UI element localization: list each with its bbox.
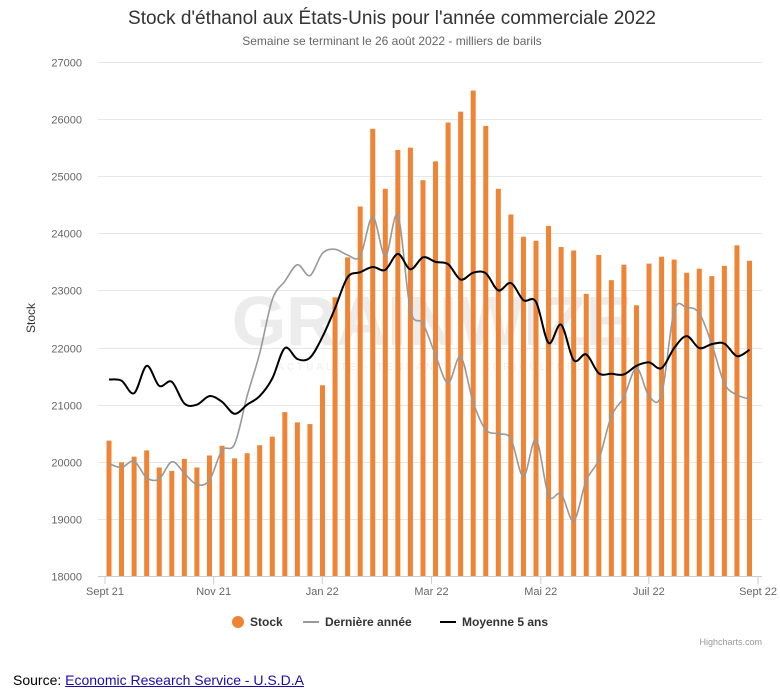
y-tick-label: 22000 (51, 344, 82, 356)
y-tick-label: 21000 (51, 401, 82, 413)
stock-bar[interactable] (181, 458, 187, 576)
stock-bar[interactable] (119, 462, 125, 576)
x-axis-ticks: Sept 21 Nov 21 Jan 22 Mar 22 Mai 22 Juil 22 Se… (86, 576, 777, 598)
y-axis-ticks: 18000 19000 20000 21000 22000 23000 24000 25000… (51, 58, 82, 584)
x-tick-label: Nov 21 (196, 586, 231, 598)
x-tick-label: Sept 21 (86, 586, 124, 598)
stock-bar[interactable] (106, 440, 112, 576)
y-tick-label: 27000 (51, 58, 82, 70)
stock-bar[interactable] (156, 467, 162, 576)
stock-bar[interactable] (533, 240, 539, 576)
x-tick-label: Sept 22 (739, 586, 777, 598)
legend-label: Dernière année (325, 615, 412, 629)
stock-bar[interactable] (721, 265, 727, 576)
source-link[interactable]: Economic Research Service - U.S.D.A (65, 672, 304, 688)
five-year-average-line[interactable] (108, 252, 751, 415)
stock-bar[interactable] (395, 149, 401, 576)
stock-bar[interactable] (684, 272, 690, 576)
x-tick-label: Mai 22 (524, 586, 557, 598)
stock-bar[interactable] (307, 424, 313, 576)
stock-bar[interactable] (546, 225, 552, 577)
stock-bar[interactable] (671, 259, 677, 576)
stock-bar[interactable] (558, 247, 564, 577)
source-line: Source: Economic Research Service - U.S.… (13, 672, 304, 688)
y-tick-label: 23000 (51, 286, 82, 298)
stock-bar[interactable] (320, 385, 325, 576)
stock-bar[interactable] (696, 268, 702, 576)
x-tick-label: Juil 22 (633, 586, 665, 598)
stock-bar[interactable] (508, 214, 514, 576)
y-tick-label: 18000 (51, 572, 82, 584)
stock-bar[interactable] (659, 256, 665, 576)
stock-bar[interactable] (495, 188, 501, 576)
legend-item[interactable]: Moyenne 5 ans (440, 615, 548, 629)
legend: Stock Dernière année Moyenne 5 ans (232, 615, 548, 629)
stock-bar[interactable] (219, 445, 225, 576)
stock-bar[interactable] (621, 264, 627, 576)
y-tick-label: 19000 (51, 515, 82, 527)
y-tick-label: 24000 (51, 229, 82, 241)
stock-bar[interactable] (483, 125, 489, 576)
last-year-line[interactable] (108, 213, 750, 522)
stock-bar[interactable] (257, 445, 263, 576)
stock-bar[interactable] (608, 280, 614, 576)
ethanol-stock-chart: Stock d'éthanol aux États-Unis pour l'an… (24, 8, 777, 647)
stock-bar[interactable] (206, 455, 212, 576)
legend-dot-icon (232, 616, 244, 628)
source-prefix: Source: (13, 672, 66, 688)
stock-bar[interactable] (357, 206, 363, 577)
legend-label: Stock (250, 615, 283, 629)
legend-label: Moyenne 5 ans (462, 615, 548, 629)
stock-bar[interactable] (445, 122, 451, 576)
stock-bar[interactable] (294, 422, 300, 576)
stock-bar[interactable] (646, 263, 652, 576)
stock-bars (106, 90, 752, 577)
stock-bar[interactable] (345, 257, 351, 576)
stock-bar[interactable] (244, 453, 250, 576)
watermark-tagline: ACTUALITÉ · TENDANCES · AGRICULTURE (277, 360, 587, 373)
stock-bar[interactable] (709, 276, 715, 576)
stock-bar[interactable] (194, 467, 200, 576)
y-tick-label: 20000 (51, 458, 82, 470)
legend-item[interactable]: Dernière année (303, 615, 412, 629)
y-axis-title: Stock (24, 302, 38, 333)
stock-bar[interactable] (169, 470, 175, 576)
chart-title: Stock d'éthanol aux États-Unis pour l'an… (128, 8, 656, 29)
stock-bar[interactable] (520, 236, 526, 576)
stock-bar[interactable] (131, 456, 137, 576)
x-tick-label: Mar 22 (414, 586, 448, 598)
stock-bar[interactable] (269, 436, 275, 576)
x-tick-label: Jan 22 (306, 586, 339, 598)
chart-subtitle: Semaine se terminant le 26 août 2022 - m… (242, 34, 541, 48)
stock-bar[interactable] (382, 188, 388, 576)
stock-bar[interactable] (470, 90, 476, 577)
stock-bar[interactable] (458, 111, 464, 576)
y-tick-label: 26000 (51, 115, 82, 127)
y-tick-label: 25000 (51, 172, 82, 184)
stock-bar[interactable] (407, 147, 413, 576)
stock-bar[interactable] (370, 128, 376, 576)
stock-bar[interactable] (747, 260, 752, 576)
legend-item[interactable]: Stock (232, 615, 283, 629)
line-series (108, 213, 751, 522)
stock-bar[interactable] (596, 255, 602, 576)
stock-bar[interactable] (734, 245, 740, 576)
stock-bar[interactable] (571, 250, 577, 576)
stock-bar[interactable] (282, 412, 288, 576)
stock-bar[interactable] (633, 305, 639, 576)
stock-bar[interactable] (433, 161, 439, 576)
stock-bar[interactable] (332, 297, 338, 576)
stock-bar[interactable] (144, 450, 150, 576)
stock-bar[interactable] (420, 180, 426, 576)
stock-bar[interactable] (583, 293, 589, 576)
stock-bar[interactable] (232, 458, 238, 576)
credits[interactable]: Highcharts.com (699, 637, 762, 647)
